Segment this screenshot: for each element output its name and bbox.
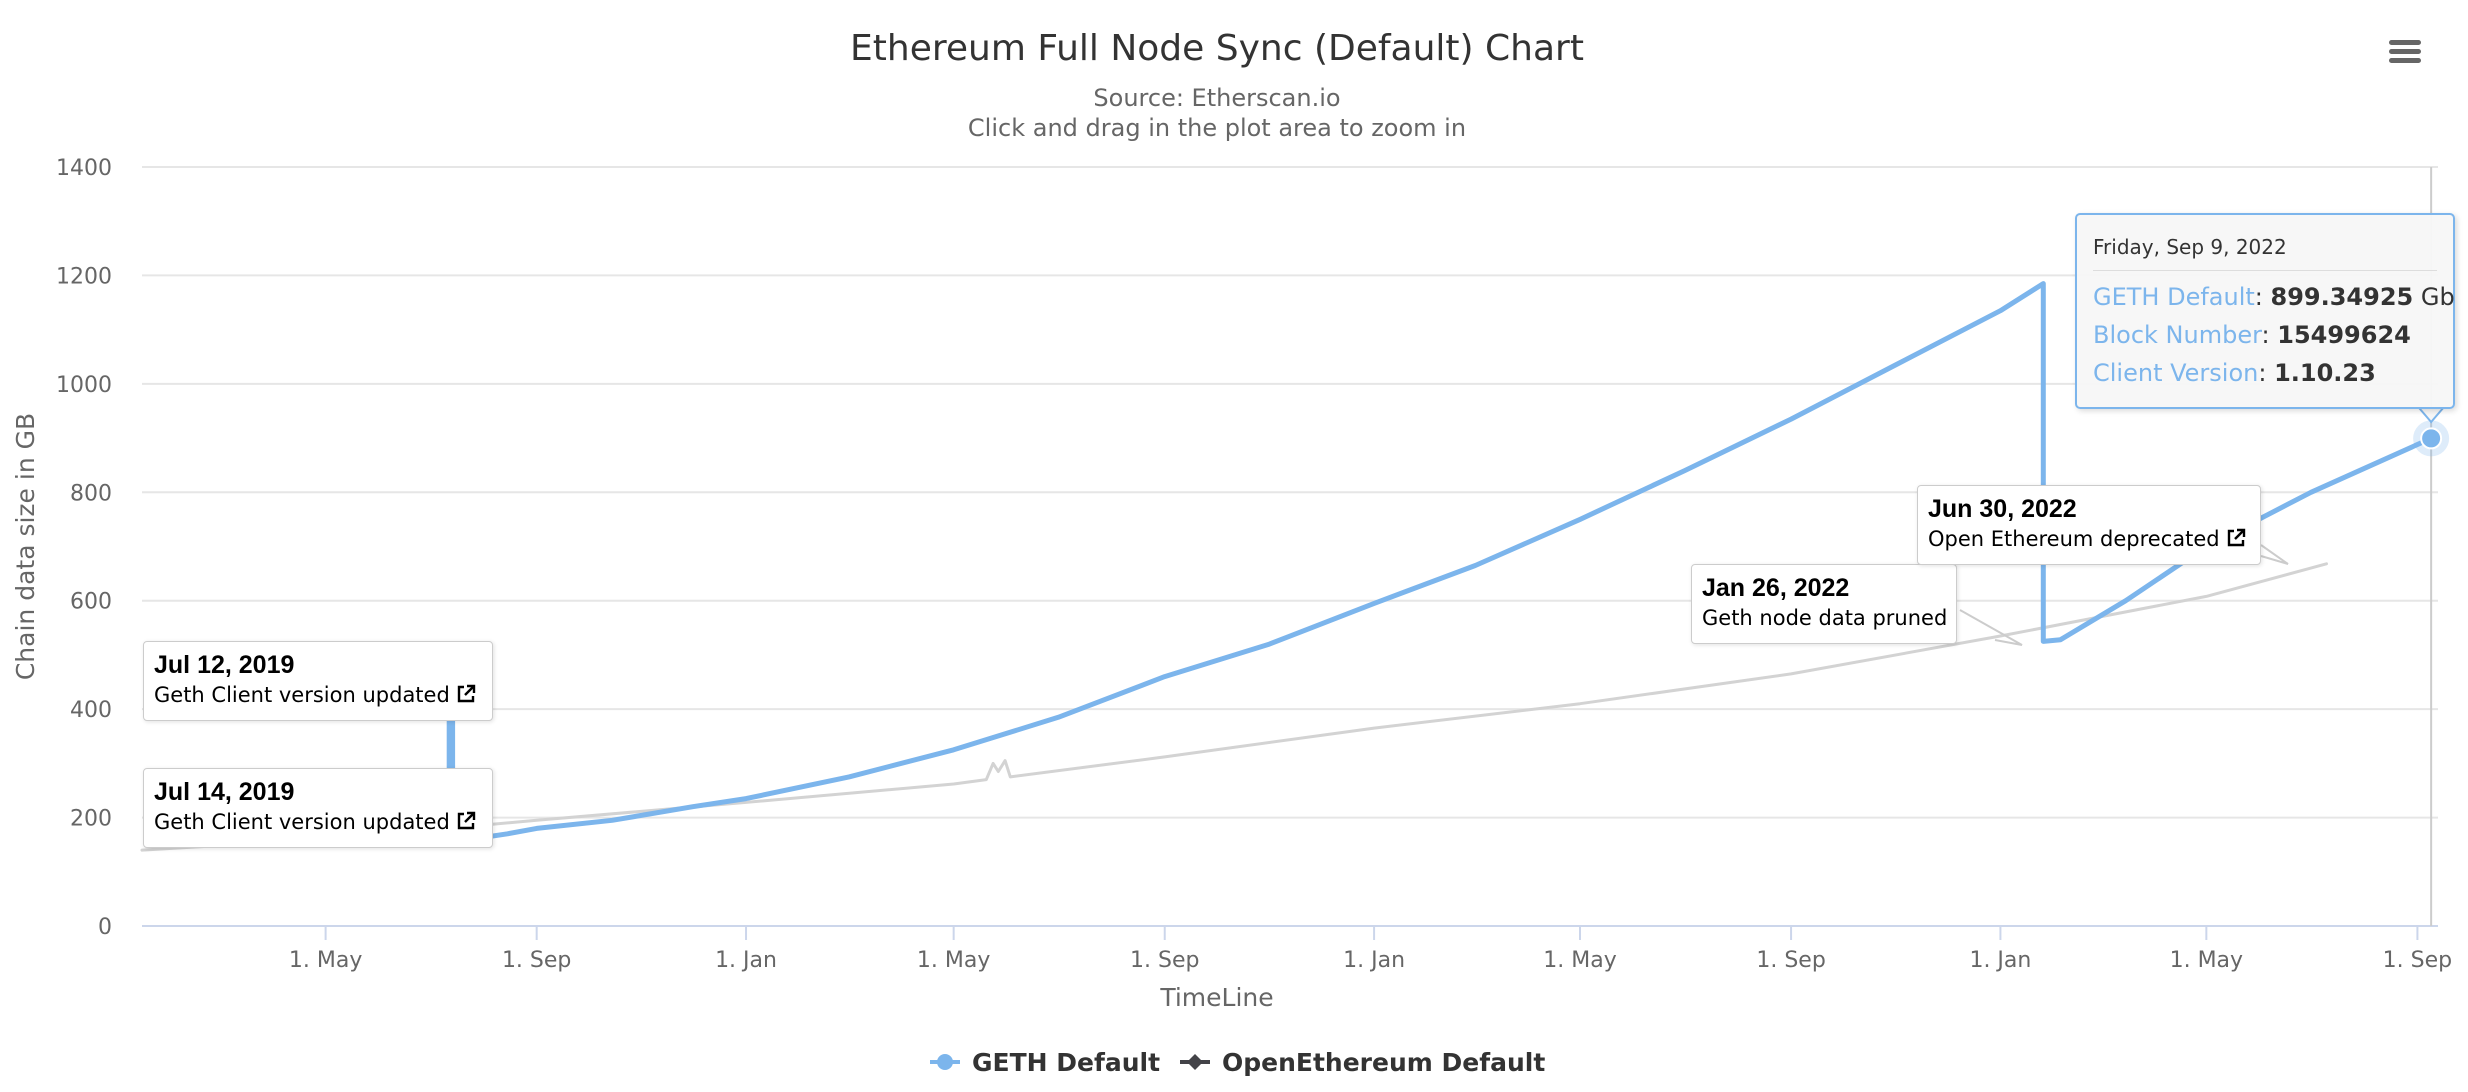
highlighted-data-point[interactable] bbox=[2420, 427, 2443, 450]
external-link-icon[interactable] bbox=[2226, 528, 2246, 548]
annotation-connector bbox=[1959, 609, 2023, 646]
x-tick-label: 1. Sep bbox=[1756, 948, 1825, 973]
x-tick-label: 1. May bbox=[2170, 948, 2243, 973]
tooltip-divider bbox=[2093, 270, 2437, 271]
annotation-label[interactable]: Jun 30, 2022 Open Ethereum deprecated bbox=[1917, 485, 2261, 565]
y-tick-label: 0 bbox=[98, 915, 112, 940]
annotation-description: Geth node data pruned bbox=[1702, 606, 1948, 630]
tooltip-date: Friday, Sep 9, 2022 bbox=[2093, 235, 2287, 259]
annotation-text: Geth Client version updated bbox=[154, 807, 482, 837]
annotation-date: Jul 14, 2019 bbox=[154, 778, 295, 806]
y-tick-label: 400 bbox=[70, 698, 112, 723]
x-tick-label: 1. Sep bbox=[1130, 948, 1199, 973]
annotation-date: Jan 26, 2022 bbox=[1702, 574, 1850, 602]
external-link-icon[interactable] bbox=[456, 811, 476, 831]
x-tick-label: 1. May bbox=[1543, 948, 1616, 973]
legend-label-openethereum: OpenEthereum Default bbox=[1222, 1048, 1545, 1077]
annotation-label[interactable]: Jul 14, 2019 Geth Client version updated bbox=[143, 768, 493, 848]
annotation-connector bbox=[2260, 544, 2289, 565]
hamburger-menu-icon[interactable] bbox=[2383, 36, 2427, 76]
legend-label-geth: GETH Default bbox=[972, 1048, 1160, 1077]
y-tick-label: 200 bbox=[70, 807, 112, 832]
tooltip-row-block: Block Number: 15499624 bbox=[2093, 321, 2411, 349]
chart-tooltip: Friday, Sep 9, 2022 GETH Default: 899.34… bbox=[2075, 213, 2455, 409]
tooltip-key: GETH Default bbox=[2093, 283, 2255, 311]
y-axis-title: Chain data size in GB bbox=[11, 413, 40, 680]
tooltip-value: 15499624 bbox=[2277, 321, 2411, 349]
chart-subtitle-hint: Click and drag in the plot area to zoom … bbox=[968, 114, 1466, 142]
annotation-date: Jul 12, 2019 bbox=[154, 651, 295, 679]
geth-default-line[interactable] bbox=[446, 281, 2434, 848]
x-tick-label: 1. May bbox=[917, 948, 990, 973]
legend-marker-openethereum[interactable] bbox=[1187, 1054, 1203, 1070]
annotation-description: Open Ethereum deprecated bbox=[1928, 527, 2220, 551]
external-link-icon[interactable] bbox=[456, 684, 476, 704]
annotation-label[interactable]: Jul 12, 2019 Geth Client version updated bbox=[143, 641, 493, 721]
annotation-text: Geth node data pruned bbox=[1702, 603, 1948, 633]
tooltip-row-version: Client Version: 1.10.23 bbox=[2093, 359, 2376, 387]
tooltip-row-geth: GETH Default: 899.34925 Gb bbox=[2093, 283, 2455, 311]
y-tick-label: 1200 bbox=[56, 264, 112, 289]
annotation-text: Open Ethereum deprecated bbox=[1928, 524, 2250, 554]
annotation-label[interactable]: Jan 26, 2022 Geth node data pruned bbox=[1691, 564, 1957, 644]
annotation-description: Geth Client version updated bbox=[154, 683, 450, 707]
x-tick-label: 1. Jan bbox=[715, 948, 777, 973]
tooltip-key: Client Version bbox=[2093, 359, 2259, 387]
y-tick-label: 800 bbox=[70, 481, 112, 506]
chart-subtitle: Source: Etherscan.io bbox=[1093, 84, 1340, 112]
annotation-date: Jun 30, 2022 bbox=[1928, 495, 2077, 523]
x-tick-label: 1. Sep bbox=[502, 948, 571, 973]
chart-title: Ethereum Full Node Sync (Default) Chart bbox=[850, 28, 1584, 69]
tooltip-key: Block Number bbox=[2093, 321, 2262, 349]
annotation-text: Geth Client version updated bbox=[154, 680, 482, 710]
tooltip-value: 899.34925 bbox=[2270, 283, 2414, 311]
annotation-description: Geth Client version updated bbox=[154, 810, 450, 834]
y-tick-label: 1400 bbox=[56, 156, 112, 181]
x-tick-label: 1. Jan bbox=[1343, 948, 1405, 973]
x-tick-label: 1. May bbox=[289, 948, 362, 973]
tooltip-value: 1.10.23 bbox=[2274, 359, 2376, 387]
legend-marker-geth[interactable] bbox=[937, 1054, 953, 1070]
y-tick-label: 600 bbox=[70, 590, 112, 615]
y-tick-label: 1000 bbox=[56, 373, 112, 398]
x-tick-label: 1. Jan bbox=[1969, 948, 2031, 973]
x-axis-title: TimeLine bbox=[1159, 983, 1273, 1012]
tooltip-unit: Gb bbox=[2413, 283, 2455, 311]
x-tick-label: 1. Sep bbox=[2383, 948, 2452, 973]
tooltip-pointer bbox=[2416, 407, 2446, 424]
